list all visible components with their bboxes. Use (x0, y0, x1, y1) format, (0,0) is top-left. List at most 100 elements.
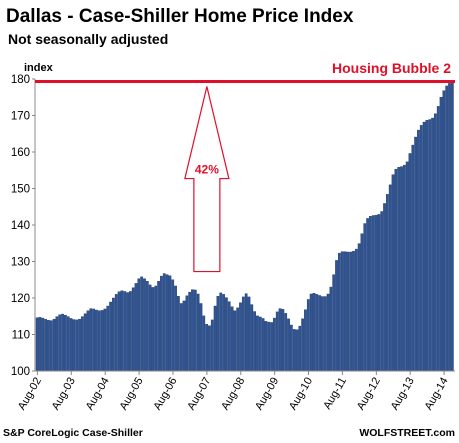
bar (312, 293, 316, 372)
bar (256, 315, 259, 372)
bar (434, 113, 437, 372)
bar (213, 305, 217, 372)
bar (386, 194, 389, 372)
bar (199, 303, 203, 372)
bar (391, 174, 395, 372)
bar (306, 299, 310, 372)
x-tick-label: Aug-05 (118, 376, 146, 413)
bar (298, 325, 302, 372)
increase-arrow (184, 86, 230, 273)
bar (346, 251, 350, 372)
bar (44, 318, 47, 372)
bar (247, 296, 251, 372)
chart-subtitle: Not seasonally adjusted (8, 31, 168, 47)
bar (137, 278, 141, 372)
bar (35, 317, 39, 372)
x-tick-label: Aug-02 (16, 376, 44, 413)
bar (388, 184, 392, 372)
bar (120, 290, 124, 372)
bar (357, 243, 361, 372)
bar (38, 317, 42, 372)
bar (193, 289, 197, 372)
bar (106, 305, 110, 372)
bar (140, 276, 144, 372)
bar (205, 324, 208, 372)
bar (338, 252, 341, 372)
bar (425, 120, 429, 372)
bar (394, 168, 398, 372)
bar (264, 321, 268, 372)
bar (354, 248, 358, 372)
bar (129, 291, 132, 372)
bar (47, 320, 50, 372)
bar (301, 318, 305, 372)
bar (275, 311, 279, 372)
y-tick-label: 170 (11, 111, 30, 123)
bar (371, 215, 375, 372)
bar (369, 216, 372, 372)
x-tick-label: Aug-11 (321, 376, 349, 412)
bar (80, 316, 84, 372)
y-axis-label: index (24, 62, 54, 74)
bar (431, 117, 434, 372)
bar (366, 218, 369, 372)
bar (92, 308, 96, 372)
bar (323, 296, 327, 372)
bar (162, 273, 166, 372)
bar (72, 319, 76, 372)
y-tick-label: 140 (11, 220, 30, 232)
bar (332, 274, 336, 372)
bar (258, 316, 262, 372)
bar (309, 293, 313, 372)
bar (66, 316, 70, 372)
bar (278, 308, 282, 372)
bar (41, 317, 45, 372)
bar (315, 294, 319, 372)
bar (151, 287, 155, 372)
reference-line-label: Housing Bubble 2 (332, 60, 451, 76)
bar (304, 309, 307, 372)
bar (236, 307, 240, 372)
y-tick-label: 100 (11, 366, 30, 378)
bar (143, 278, 146, 372)
bar (329, 286, 333, 372)
bar (343, 251, 347, 372)
bars (35, 81, 454, 372)
x-tick-label: Aug-04 (84, 376, 112, 413)
bar (64, 314, 67, 372)
bar (165, 274, 169, 372)
bar (360, 233, 364, 372)
bar (208, 325, 211, 372)
bar (83, 313, 87, 372)
bar (126, 292, 129, 372)
bar (171, 279, 175, 372)
bar (335, 260, 338, 372)
bar (380, 211, 384, 372)
bar (374, 214, 378, 372)
bar (383, 203, 386, 372)
x-tick-label: Aug-14 (423, 376, 451, 413)
bar (182, 300, 186, 372)
y-tick-label: 130 (11, 257, 30, 269)
bar (363, 223, 367, 372)
bar (168, 275, 172, 372)
bar (439, 97, 443, 372)
bar (408, 153, 412, 372)
bar (400, 166, 403, 372)
bar (222, 294, 225, 372)
bar (340, 251, 344, 372)
source-label: S&P CoreLogic Case-Shiller (3, 427, 143, 439)
bar (134, 283, 138, 372)
bar (287, 318, 290, 372)
bar (445, 85, 449, 372)
bar (97, 310, 101, 372)
x-tick-label: Aug-03 (50, 376, 78, 413)
bar (377, 214, 381, 372)
bar (196, 293, 200, 372)
x-tick-label: Aug-09 (253, 376, 281, 413)
bar (233, 310, 237, 372)
bar (225, 297, 228, 372)
y-axis: 100 110 120 130 140 150 160 170 180 (11, 74, 35, 378)
y-tick-label: 150 (11, 184, 30, 196)
bar (436, 106, 440, 372)
